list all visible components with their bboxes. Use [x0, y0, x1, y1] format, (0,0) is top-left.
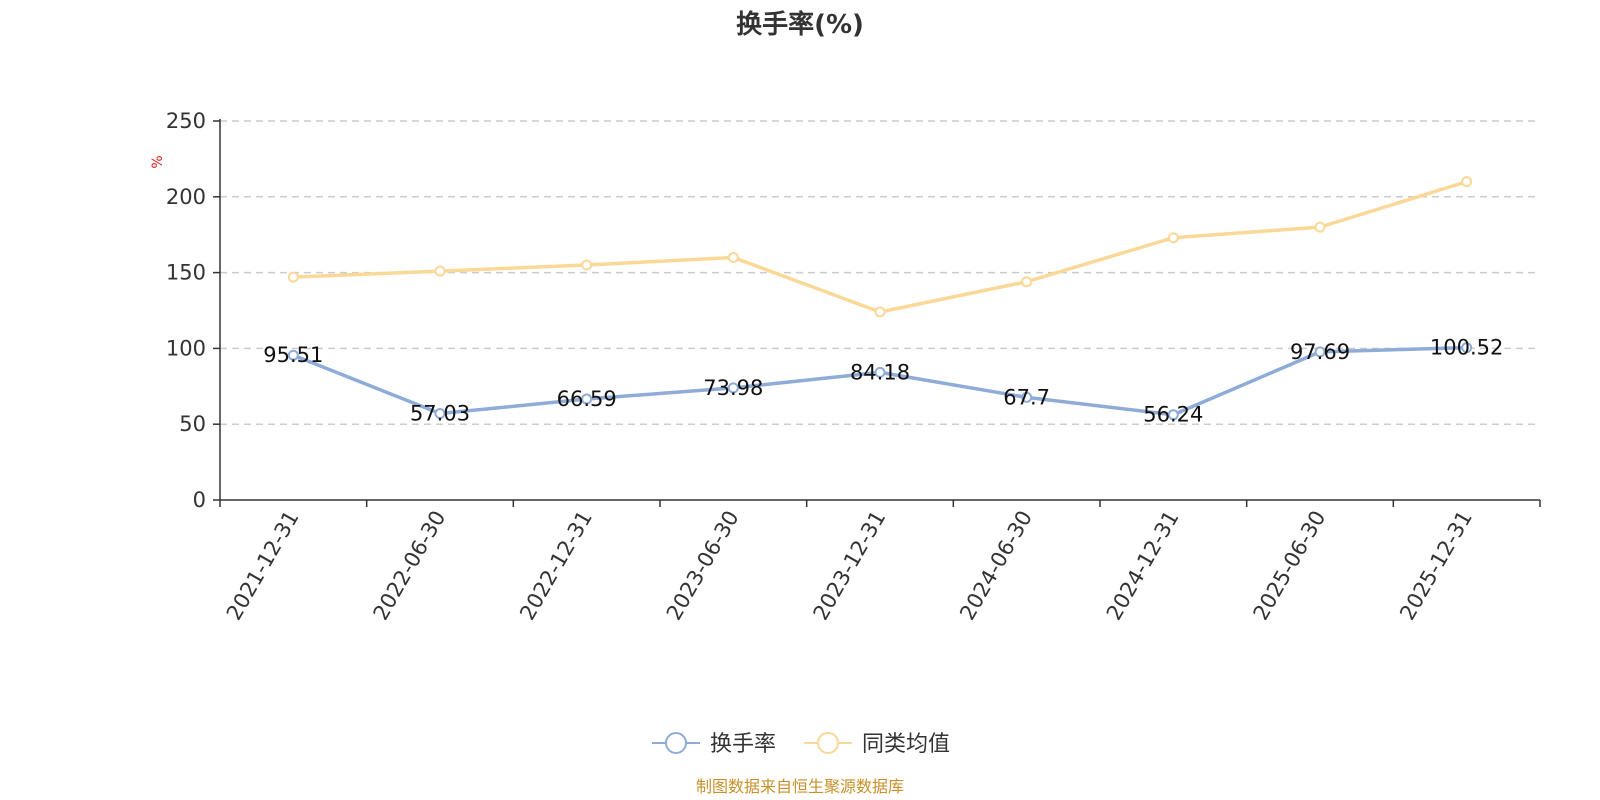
x-tick-label: 2022-12-31 — [515, 507, 597, 625]
legend-item[interactable]: 换手率 — [652, 732, 776, 757]
data-label: 67.7 — [1003, 385, 1050, 409]
chart-title: 换手率(%) — [736, 9, 864, 40]
data-point[interactable] — [1021, 276, 1033, 288]
data-point[interactable] — [1167, 232, 1179, 244]
y-tick-label: 100 — [166, 336, 206, 360]
data-label: 84.18 — [850, 360, 910, 384]
data-point[interactable] — [727, 251, 739, 263]
data-point[interactable] — [874, 306, 886, 318]
data-point[interactable] — [1314, 346, 1326, 358]
series-layer — [287, 176, 1473, 421]
x-tick-label: 2024-06-30 — [955, 507, 1037, 625]
x-tick-label: 2025-12-31 — [1395, 507, 1477, 625]
data-point[interactable] — [1021, 391, 1033, 403]
y-tick-label: 200 — [166, 185, 206, 209]
data-point[interactable] — [581, 393, 593, 405]
data-label: 56.24 — [1143, 403, 1203, 427]
data-label: 100.52 — [1430, 336, 1503, 360]
legend-marker — [665, 732, 687, 754]
x-tick-label: 2023-06-30 — [662, 507, 744, 625]
data-labels: 95.51 57.03 66.59 73.98 84.18 67.7 56.24 97.69 1… — [263, 336, 1503, 427]
data-label: 57.03 — [410, 402, 470, 426]
legend-label: 换手率 — [710, 732, 776, 757]
series-line-2 — [293, 179, 1468, 314]
data-label: 97.69 — [1290, 340, 1350, 364]
x-tick-label: 2023-12-31 — [809, 507, 891, 625]
y-tick-label: 150 — [166, 261, 206, 285]
data-point[interactable] — [434, 265, 446, 277]
x-tick-label: 2022-06-30 — [369, 507, 451, 625]
data-point[interactable] — [1167, 409, 1179, 421]
data-label: 95.51 — [263, 343, 323, 367]
legend-item[interactable]: 同类均值 — [804, 732, 950, 757]
data-point[interactable] — [1461, 176, 1473, 188]
legend-marker — [817, 732, 839, 754]
y-tick-label: 250 — [166, 109, 206, 133]
data-point[interactable] — [1461, 342, 1473, 354]
data-point[interactable] — [727, 382, 739, 394]
data-point[interactable] — [287, 271, 299, 283]
x-tick-label: 2024-12-31 — [1102, 507, 1184, 625]
legend-label: 同类均值 — [862, 732, 950, 757]
x-tick-label: 2025-06-30 — [1249, 507, 1331, 625]
data-label: 73.98 — [703, 376, 763, 400]
y-axis-label: % — [150, 155, 166, 168]
data-point[interactable] — [287, 349, 299, 361]
y-tick-label: 0 — [193, 488, 206, 512]
data-label: 66.59 — [557, 387, 617, 411]
data-point[interactable] — [874, 366, 886, 378]
data-point[interactable] — [581, 259, 593, 271]
source-note: 制图数据来自恒生聚源数据库 — [696, 777, 904, 796]
y-tick-label: 50 — [179, 412, 206, 436]
data-point[interactable] — [434, 408, 446, 420]
x-tick-label: 2021-12-31 — [222, 507, 304, 625]
data-point[interactable] — [1314, 221, 1326, 233]
legend[interactable]: 换手率 同类均值 — [652, 732, 950, 757]
